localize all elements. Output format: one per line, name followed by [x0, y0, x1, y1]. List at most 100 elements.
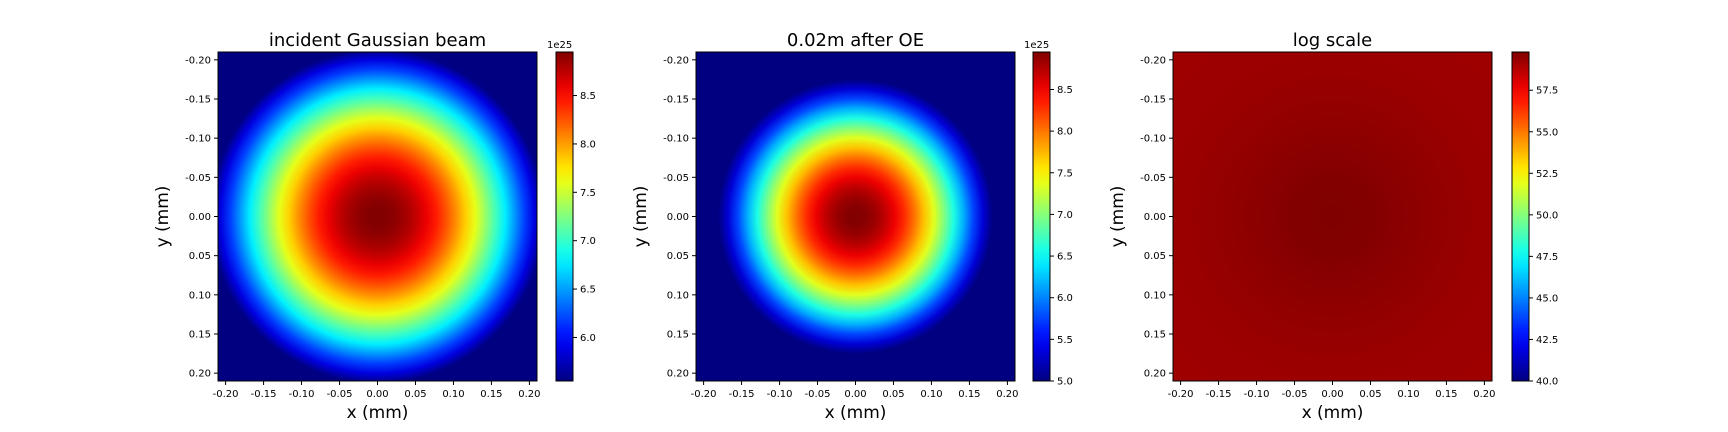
colorbar [1512, 52, 1529, 381]
colorbar-frame [1032, 51, 1051, 382]
colorbar-tick-label: 47.5 [1536, 252, 1558, 263]
y-tick-label: 0.05 [1144, 251, 1166, 262]
y-tick-label: 0.00 [189, 212, 211, 223]
x-tick-label: 0.10 [1397, 389, 1419, 400]
colorbar-frame [1511, 51, 1530, 382]
x-tick-label: -0.15 [1206, 389, 1232, 400]
chart-title: 0.02m after OE [787, 30, 924, 51]
y-tick-label: -0.15 [663, 95, 689, 106]
colorbar-tick-label: 42.5 [1536, 335, 1558, 346]
y-tick-label: 0.15 [667, 330, 689, 341]
y-tick-label: 0.10 [667, 290, 689, 301]
colorbar-tick-label: 57.5 [1536, 86, 1558, 97]
x-tick-label: -0.05 [805, 389, 831, 400]
x-axis-label: x (mm) [347, 403, 409, 423]
colorbar-tick-label: 8.5 [580, 91, 596, 102]
x-tick-label: 0.00 [366, 389, 388, 400]
colorbar-tick-label: 52.5 [1536, 169, 1558, 180]
y-tick-label: 0.10 [1144, 290, 1166, 301]
colorbar-tick-label: 6.0 [1057, 293, 1073, 304]
y-tick-label: 0.05 [189, 251, 211, 262]
colorbar-tick-label: 50.0 [1536, 210, 1558, 221]
heatmap-image [696, 52, 1015, 381]
chart-title: log scale [1293, 30, 1373, 51]
colorbar [556, 52, 573, 381]
y-tick-label: -0.05 [1140, 173, 1166, 184]
x-tick-label: 0.05 [1359, 389, 1381, 400]
y-tick-label: 0.20 [1144, 369, 1166, 380]
colorbar-tick-label: 6.0 [580, 333, 596, 344]
x-tick-label: 0.10 [442, 389, 464, 400]
x-tick-label: -0.05 [327, 389, 353, 400]
x-tick-label: 0.15 [1435, 389, 1457, 400]
panel-1: incident Gaussian beam -0.20 -0.15 -0.10 -0.… [153, 30, 596, 423]
y-axis-label: y (mm) [153, 186, 173, 248]
heatmap-image [1173, 52, 1492, 381]
colorbar-tick-label: 7.0 [580, 236, 596, 247]
x-tick-label: 0.05 [404, 389, 426, 400]
colorbar-tick-label: 5.0 [1057, 377, 1073, 388]
y-tick-label: -0.05 [185, 173, 211, 184]
y-tick-label: -0.05 [663, 173, 689, 184]
y-axis-label: y (mm) [631, 186, 651, 248]
y-tick-label: -0.20 [1140, 55, 1166, 66]
colorbar-tick-label: 6.5 [580, 285, 596, 296]
panel-2: 0.02m after OE -0.20 -0.15 -0.10 -0.05 0.00 0.… [631, 30, 1073, 423]
x-tick-label: 0.00 [1321, 389, 1343, 400]
colorbar-tick-label: 55.0 [1536, 127, 1558, 138]
x-tick-label: 0.20 [518, 389, 540, 400]
x-tick-label: -0.10 [289, 389, 315, 400]
y-tick-label: 0.15 [189, 330, 211, 341]
x-tick-label: 0.20 [1473, 389, 1495, 400]
colorbar-tick-label: 7.0 [1057, 210, 1073, 221]
x-tick-label: -0.20 [1168, 389, 1194, 400]
colorbar-tick-label: 5.5 [1057, 335, 1073, 346]
colorbar [1033, 52, 1050, 381]
chart-title: incident Gaussian beam [269, 30, 486, 51]
x-tick-label: -0.10 [767, 389, 793, 400]
y-tick-label: -0.15 [1140, 95, 1166, 106]
y-tick-label: 0.00 [667, 212, 689, 223]
y-tick-label: 0.05 [667, 251, 689, 262]
panel-3: log scale -0.20 -0.15 -0.10 -0.05 0.00 0.05 0.1… [1108, 30, 1558, 423]
heatmap-image [218, 52, 537, 381]
x-tick-label: 0.05 [882, 389, 904, 400]
x-axis-label: x (mm) [1302, 403, 1364, 423]
y-tick-label: -0.10 [1140, 134, 1166, 145]
y-tick-label: -0.20 [185, 55, 211, 66]
x-tick-label: -0.15 [251, 389, 277, 400]
colorbar-tick-label: 7.5 [1057, 168, 1073, 179]
colorbar-tick-label: 40.0 [1536, 377, 1558, 388]
x-tick-label: 0.20 [996, 389, 1018, 400]
x-tick-label: 0.15 [480, 389, 502, 400]
x-tick-label: -0.10 [1244, 389, 1270, 400]
colorbar-tick-label: 8.0 [1057, 127, 1073, 138]
colorbar-tick-label: 6.5 [1057, 252, 1073, 263]
x-tick-label: -0.20 [691, 389, 717, 400]
colorbar-tick-label: 45.0 [1536, 293, 1558, 304]
y-tick-label: -0.20 [663, 55, 689, 66]
colorbar-tick-label: 7.5 [580, 188, 596, 199]
x-tick-label: 0.15 [958, 389, 980, 400]
colorbar-offset-label: 1e25 [1024, 40, 1049, 51]
colorbar-frame [555, 51, 574, 382]
y-tick-label: 0.00 [1144, 212, 1166, 223]
colorbar-tick-label: 8.5 [1057, 85, 1073, 96]
y-tick-label: -0.15 [185, 95, 211, 106]
x-tick-label: 0.10 [920, 389, 942, 400]
colorbar-offset-label: 1e25 [547, 40, 572, 51]
colorbar-tick-label: 8.0 [580, 139, 596, 150]
y-tick-label: -0.10 [185, 134, 211, 145]
y-tick-label: 0.10 [189, 290, 211, 301]
y-tick-label: -0.10 [663, 134, 689, 145]
x-tick-label: -0.20 [213, 389, 239, 400]
x-tick-label: -0.15 [729, 389, 755, 400]
y-tick-label: 0.15 [1144, 330, 1166, 341]
y-axis-label: y (mm) [1108, 186, 1128, 248]
x-tick-label: 0.00 [844, 389, 866, 400]
x-tick-label: -0.05 [1282, 389, 1308, 400]
x-axis-label: x (mm) [825, 403, 887, 423]
y-tick-label: 0.20 [667, 369, 689, 380]
y-tick-label: 0.20 [189, 369, 211, 380]
